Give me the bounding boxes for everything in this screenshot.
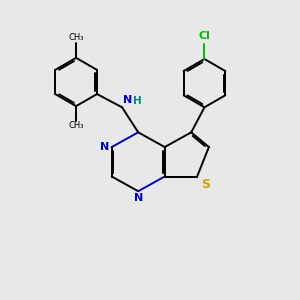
Text: Cl: Cl: [199, 31, 210, 41]
Text: N: N: [134, 193, 143, 203]
Text: S: S: [201, 178, 210, 191]
Text: CH₃: CH₃: [68, 33, 84, 42]
Text: CH₃: CH₃: [68, 121, 84, 130]
Text: N: N: [100, 142, 110, 152]
Text: N: N: [124, 95, 133, 105]
Text: H: H: [133, 95, 142, 106]
